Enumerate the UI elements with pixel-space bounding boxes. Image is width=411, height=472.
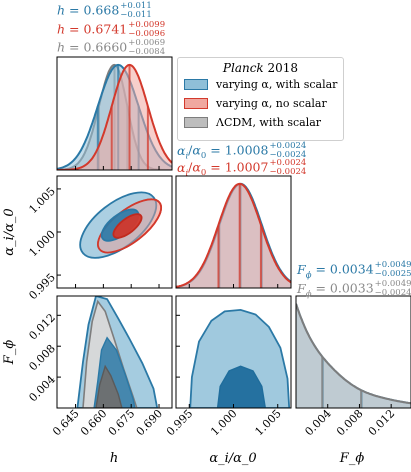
legend-swatch-red	[184, 98, 208, 109]
contour-blue-outer	[189, 308, 291, 408]
contour-blue-inner	[216, 365, 267, 408]
annotation-alpha-blue: αi/α0 = 1.0008 +0.0024 −0.0024	[177, 141, 307, 162]
x-tick-label-alpha_ratio: 0.995	[164, 407, 195, 438]
annotation-h-red: h = 0.6741 +0.0099 −0.0096	[57, 20, 166, 39]
contour-grey-inner	[95, 364, 123, 408]
x-tick-label-h: 0.660	[78, 407, 109, 438]
density-line-2	[296, 303, 411, 405]
x-tick-label-F_phi: 0.012	[366, 407, 397, 438]
legend-label-blue: varying α, with scalar	[216, 78, 338, 91]
x-tick-label-h: 0.645	[50, 407, 81, 438]
annotation-h-blue: h = 0.668 +0.011 −0.011	[57, 1, 152, 20]
annotation-fphi-grey: Fϕ = 0.0033 +0.0049 −0.0024	[297, 279, 411, 300]
annotation-fphi-blue: Fϕ = 0.0034 +0.0049 −0.0025	[297, 260, 411, 281]
legend: Planck 2018 varying α, with scalar varyi…	[177, 57, 344, 141]
density-fill-2	[296, 303, 411, 408]
y-axis-label-alpha: α_i/α_0	[2, 208, 17, 255]
x-axis-label-h: h	[110, 451, 118, 466]
x-tick-label-alpha_ratio: 1.000	[208, 407, 239, 438]
legend-label-grey: ΛCDM, with scalar	[216, 116, 322, 129]
annotation-h-grey: h = 0.6660 +0.0069 −0.0084	[57, 38, 166, 57]
panel-2d-h-alpha	[79, 191, 162, 259]
y-tick-label-F_phi: 0.008	[26, 342, 57, 373]
y-tick-label-alpha_ratio: 1.005	[26, 185, 57, 216]
legend-item-red: varying α, no scalar	[178, 94, 343, 113]
panel-2d-h-fphi	[76, 296, 159, 408]
x-tick-label-F_phi: 0.004	[302, 407, 333, 438]
legend-swatch-grey	[184, 117, 208, 128]
y-tick-label-alpha_ratio: 0.995	[26, 271, 57, 302]
panel-frame	[56, 295, 173, 409]
legend-title: Planck 2018	[222, 61, 299, 75]
annotation-alpha-red: αi/α0 = 1.0007 +0.0024 −0.0024	[177, 158, 307, 179]
density-fill-1	[176, 183, 291, 288]
panel-1d-alpha_ratio	[176, 182, 291, 288]
panel-1d-F_phi	[296, 303, 411, 408]
y-tick-label-alpha_ratio: 1.000	[26, 228, 57, 259]
x-axis-label-fphi: F_ϕ	[339, 451, 365, 466]
panel-frame	[56, 56, 173, 171]
density-line-1	[176, 182, 291, 288]
panel-2d-alpha-fphi	[189, 308, 291, 408]
legend-item-blue: varying α, with scalar	[178, 75, 343, 94]
legend-swatch-blue	[184, 79, 208, 90]
contour-red-inner	[112, 213, 143, 239]
legend-item-grey: ΛCDM, with scalar	[178, 113, 343, 132]
x-tick-label-F_phi: 0.008	[334, 407, 365, 438]
x-tick-label-h: 0.675	[106, 407, 137, 438]
x-tick-label-alpha_ratio: 1.005	[252, 407, 283, 438]
panel-1d-h	[57, 63, 172, 170]
x-tick-label-h: 0.690	[134, 407, 165, 438]
y-axis-label-fphi: F_ϕ	[2, 340, 17, 366]
legend-label-red: varying α, no scalar	[216, 97, 327, 110]
y-tick-label-F_phi: 0.012	[26, 311, 57, 342]
panel-frame	[295, 295, 411, 409]
y-tick-label-F_phi: 0.004	[26, 373, 57, 404]
x-axis-label-alpha: α_i/α_0	[209, 451, 256, 466]
